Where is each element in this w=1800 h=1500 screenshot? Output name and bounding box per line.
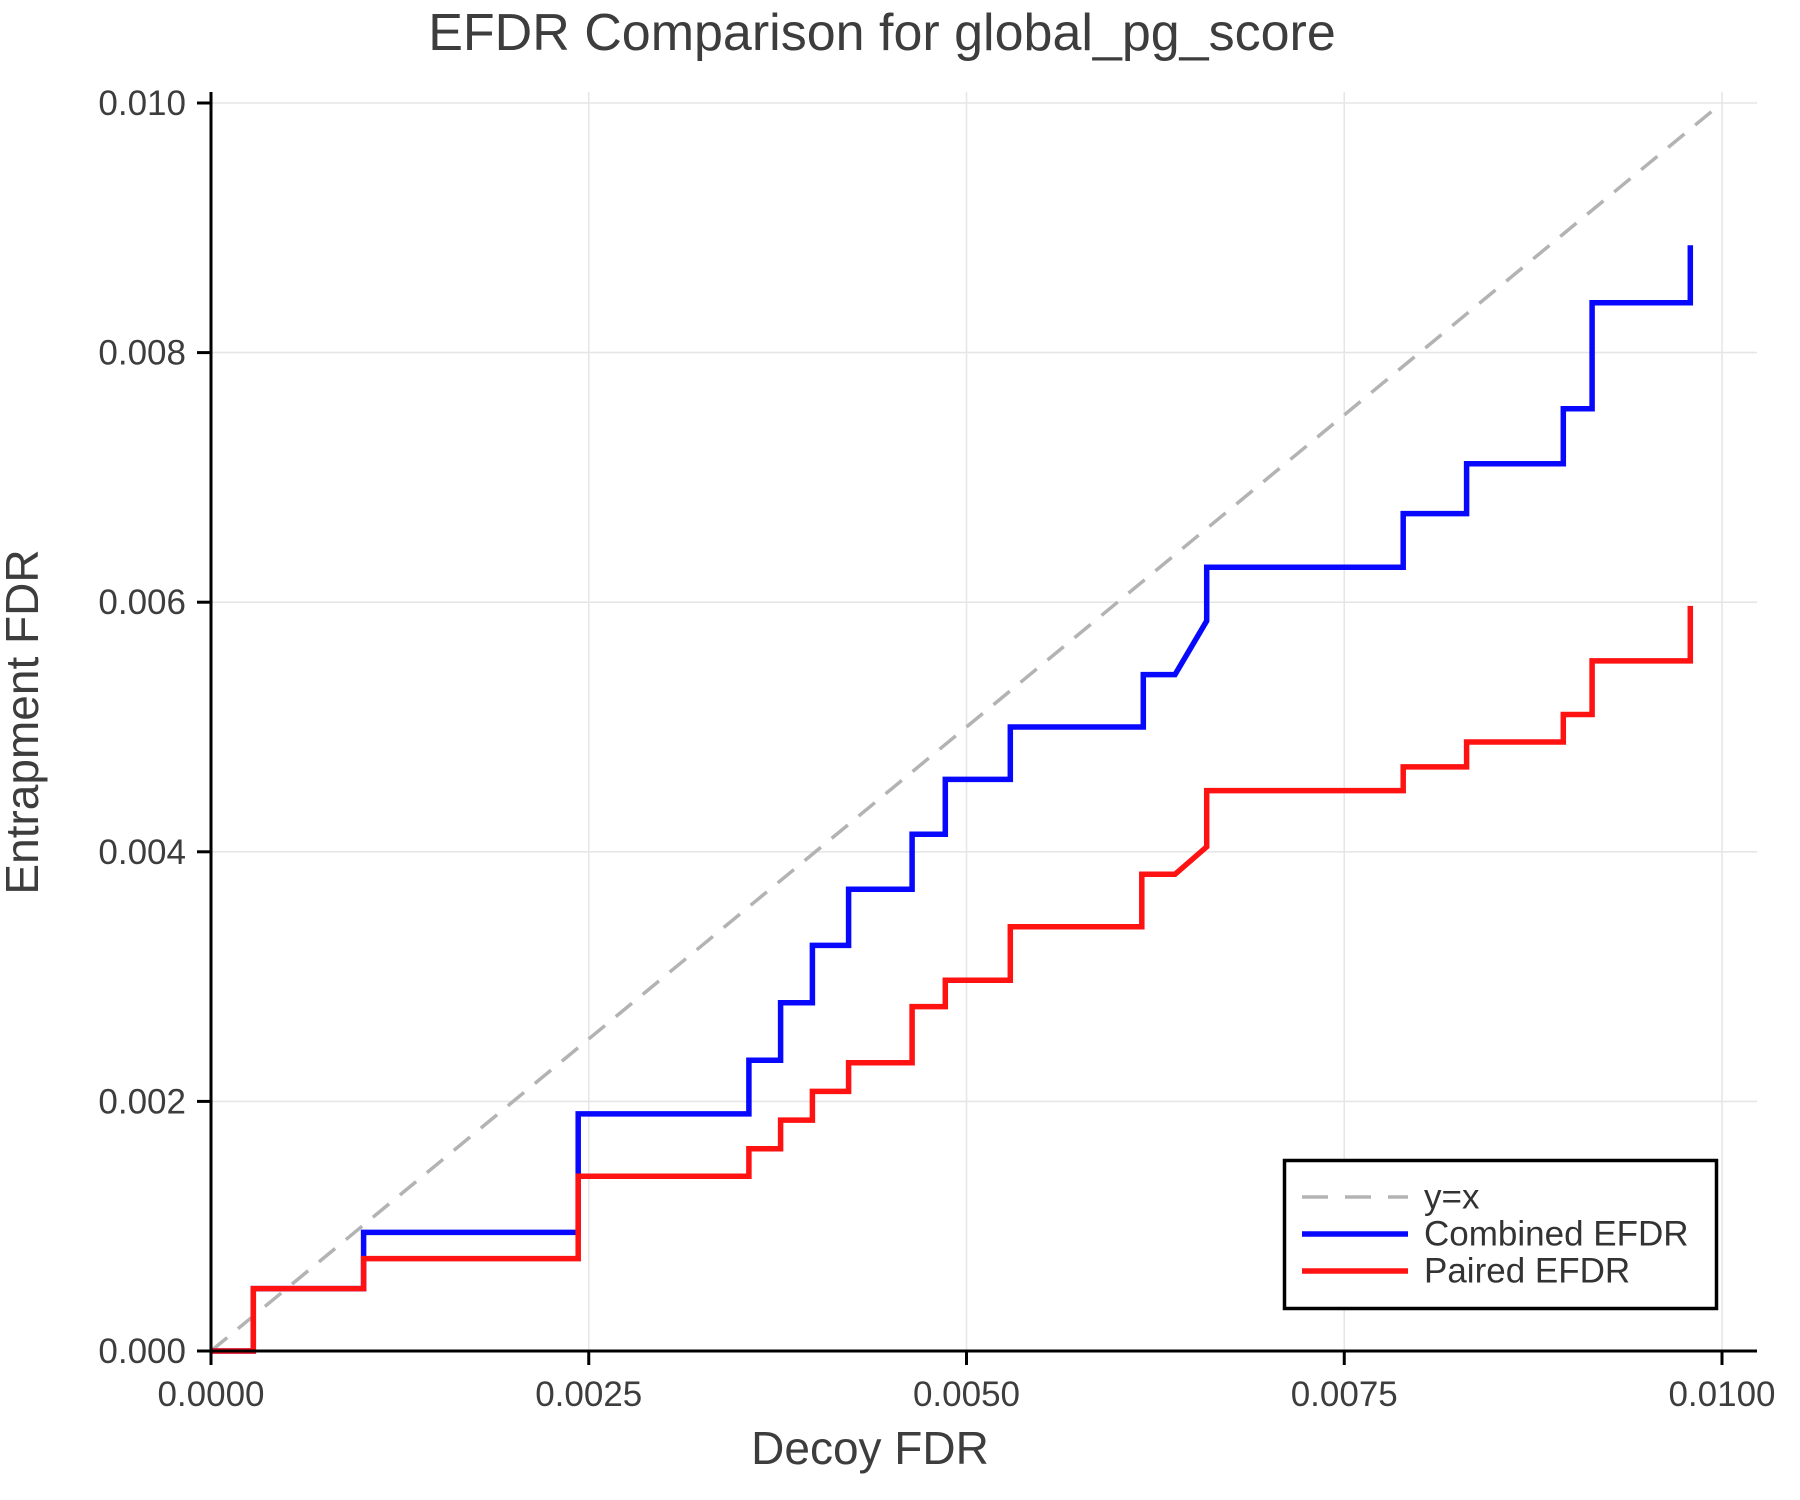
series-layer	[209, 107, 1716, 1354]
chart-title: EFDR Comparison for global_pg_score	[428, 4, 1336, 62]
x-axis-label: Decoy FDR	[751, 1422, 989, 1474]
axes-layer: 0.0000 0.0025 0.0050 0.0075 0.0100 0.000 0.002…	[98, 84, 1775, 1414]
x-tick-label: 0.0025	[535, 1375, 642, 1414]
series-paired-efdr	[211, 605, 1694, 1354]
y-tick-label: 0.002	[98, 1082, 186, 1121]
x-tick-label: 0.0075	[1291, 1375, 1398, 1414]
y-axis-label: Entrapment FDR	[0, 549, 48, 894]
y-tick-label: 0.008	[98, 334, 186, 373]
y-tick-label: 0.006	[98, 583, 186, 622]
legend-entry-label: Combined EFDR	[1424, 1215, 1689, 1254]
legend-entry-label: y=x	[1424, 1178, 1480, 1217]
y-tick-label: 0.010	[98, 84, 186, 123]
x-tick-label: 0.0050	[913, 1375, 1020, 1414]
x-tick-label: 0.0100	[1668, 1375, 1775, 1414]
series-combined-efdr	[211, 245, 1694, 1354]
y-tick-label: 0.004	[98, 833, 186, 872]
y-tick-label: 0.000	[98, 1332, 186, 1371]
series-y-x	[209, 107, 1716, 1353]
x-tick-label: 0.0000	[157, 1375, 264, 1414]
legend-entry-label: Paired EFDR	[1424, 1252, 1630, 1291]
